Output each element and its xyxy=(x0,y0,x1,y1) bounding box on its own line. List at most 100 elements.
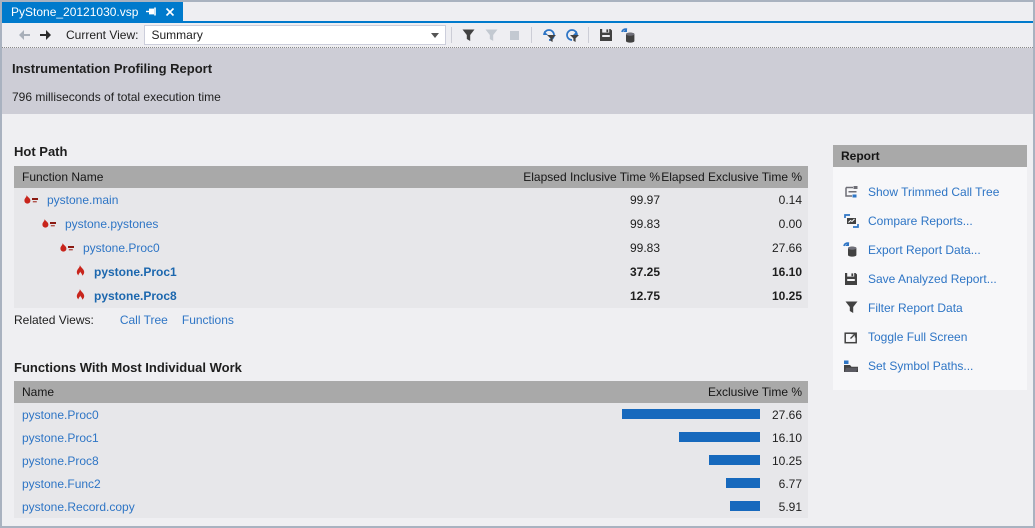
exclusive-time-value: 10.25 xyxy=(771,453,802,468)
table-row: pystone.main 99.97 0.14 xyxy=(14,188,808,212)
column-inclusive-time: Elapsed Inclusive Time % xyxy=(523,170,660,184)
inclusive-time-value: 99.83 xyxy=(629,241,660,255)
exclusive-time-bar xyxy=(622,409,760,419)
hot-path-table-header: Function Name Elapsed Inclusive Time % E… xyxy=(14,166,808,188)
exclusive-time-bar xyxy=(709,455,760,465)
apply-filter-icon[interactable] xyxy=(560,24,583,46)
function-link[interactable]: pystone.Func2 xyxy=(22,476,101,491)
function-link[interactable]: pystone.Proc0 xyxy=(22,407,99,422)
close-icon[interactable] xyxy=(165,7,175,17)
save-report-icon[interactable] xyxy=(594,24,617,46)
hot-path-table: Function Name Elapsed Inclusive Time % E… xyxy=(14,166,808,308)
stop-disabled-icon xyxy=(503,24,526,46)
exclusive-time-value: 0.00 xyxy=(778,217,802,231)
exclusive-time-value: 16.10 xyxy=(771,430,802,445)
report-action-save-analyzed-report[interactable]: Save Analyzed Report... xyxy=(833,264,1027,293)
filter-disabled-icon xyxy=(480,24,503,46)
exclusive-time-value: 10.25 xyxy=(771,289,802,303)
filter-icon[interactable] xyxy=(457,24,480,46)
individual-work-table-header: Name Exclusive Time % xyxy=(14,381,808,403)
tab-pystone-report[interactable]: PyStone_20121030.vsp xyxy=(2,2,184,21)
inclusive-time-value: 37.25 xyxy=(629,265,660,279)
inclusive-time-value: 99.97 xyxy=(629,193,660,207)
report-action-label: Filter Report Data xyxy=(868,300,963,315)
export-data-icon[interactable] xyxy=(617,24,640,46)
report-action-export-report-data[interactable]: Export Report Data... xyxy=(833,235,1027,264)
exclusive-time-value: 27.66 xyxy=(771,407,802,422)
function-link[interactable]: pystone.Proc8 xyxy=(94,289,177,303)
report-action-label: Set Symbol Paths... xyxy=(868,358,974,373)
function-link[interactable]: pystone.main xyxy=(47,193,119,207)
back-arrow-icon xyxy=(14,25,34,45)
report-toolbar: Current View: Summary xyxy=(2,23,1033,48)
save-report-icon xyxy=(843,271,859,287)
related-views-label: Related Views: xyxy=(14,313,94,327)
report-action-label: Save Analyzed Report... xyxy=(868,271,997,286)
toolbar-separator xyxy=(531,27,533,43)
report-action-set-symbol-paths[interactable]: Set Symbol Paths... xyxy=(833,351,1027,380)
reapply-filter-icon[interactable] xyxy=(537,24,560,46)
column-exclusive-time: Elapsed Exclusive Time % xyxy=(661,170,802,184)
table-row: pystone.pystones 99.83 0.00 xyxy=(14,212,808,236)
inclusive-time-value: 12.75 xyxy=(629,289,660,303)
current-view-label: Current View: xyxy=(66,28,139,42)
table-row: pystone.Proc0 99.83 27.66 xyxy=(14,236,808,260)
function-link[interactable]: pystone.Proc0 xyxy=(83,241,160,255)
table-row: pystone.Proc8 10.25 xyxy=(14,449,808,472)
table-row: pystone.Proc8 12.75 10.25 xyxy=(14,284,808,308)
column-name: Name xyxy=(22,385,55,399)
forward-arrow-icon[interactable] xyxy=(36,25,56,45)
report-action-label: Toggle Full Screen xyxy=(868,329,968,344)
chevron-down-icon xyxy=(431,32,440,38)
report-header: Instrumentation Profiling Report 796 mil… xyxy=(2,48,1033,114)
report-panel: Report Show Trimmed Call Tree xyxy=(833,145,1027,390)
hot-path-flame-icon xyxy=(22,194,39,207)
exclusive-time-value: 27.66 xyxy=(771,241,802,255)
flame-icon xyxy=(74,265,86,279)
report-action-label: Show Trimmed Call Tree xyxy=(868,184,1000,199)
toolbar-separator xyxy=(451,27,453,43)
inclusive-time-value: 99.83 xyxy=(629,217,660,231)
exclusive-time-value: 0.14 xyxy=(778,193,802,207)
report-action-label: Export Report Data... xyxy=(868,242,981,257)
current-view-value: Summary xyxy=(151,28,203,42)
toolbar-separator xyxy=(588,27,590,43)
report-action-toggle-full-screen[interactable]: Toggle Full Screen xyxy=(833,322,1027,351)
function-link[interactable]: pystone.Proc8 xyxy=(22,453,99,468)
report-action-show-trimmed-call-tree[interactable]: Show Trimmed Call Tree xyxy=(833,177,1027,206)
individual-work-table: Name Exclusive Time % pystone.Proc0 27.6… xyxy=(14,381,808,518)
related-view-functions-link[interactable]: Functions xyxy=(181,313,234,327)
exclusive-time-bar xyxy=(679,432,760,442)
table-row: pystone.Record.copy 5.91 xyxy=(14,495,808,518)
exclusive-time-value: 16.10 xyxy=(771,265,802,279)
trimmed-call-tree-icon xyxy=(843,184,859,200)
individual-work-title: Functions With Most Individual Work xyxy=(14,360,242,375)
report-action-compare-reports[interactable]: Compare Reports... xyxy=(833,206,1027,235)
related-view-call-tree-link[interactable]: Call Tree xyxy=(119,313,168,327)
function-link[interactable]: pystone.Record.copy xyxy=(22,499,135,514)
pin-icon[interactable] xyxy=(146,6,157,17)
table-row: pystone.Proc1 16.10 xyxy=(14,426,808,449)
hot-path-flame-icon xyxy=(58,242,75,255)
column-exclusive-time: Exclusive Time % xyxy=(707,385,802,399)
function-link[interactable]: pystone.pystones xyxy=(65,217,159,231)
report-title: Instrumentation Profiling Report xyxy=(12,61,213,76)
function-link[interactable]: pystone.Proc1 xyxy=(94,265,177,279)
table-row: pystone.Func2 6.77 xyxy=(14,472,808,495)
tab-title: PyStone_20121030.vsp xyxy=(11,4,139,19)
current-view-dropdown[interactable]: Summary xyxy=(144,25,447,45)
exclusive-time-value: 5.91 xyxy=(778,499,802,514)
export-data-icon xyxy=(843,242,859,258)
exclusive-time-bar xyxy=(730,501,760,511)
table-row: pystone.Proc1 37.25 16.10 xyxy=(14,260,808,284)
hot-path-flame-icon xyxy=(40,218,57,231)
filter-icon xyxy=(843,300,859,316)
tab-accent-line xyxy=(2,21,1033,23)
report-action-label: Compare Reports... xyxy=(868,213,973,228)
table-row: pystone.Proc0 27.66 xyxy=(14,403,808,426)
function-link[interactable]: pystone.Proc1 xyxy=(22,430,99,445)
compare-reports-icon xyxy=(843,213,859,229)
exclusive-time-value: 6.77 xyxy=(778,476,802,491)
report-action-filter-report-data[interactable]: Filter Report Data xyxy=(833,293,1027,322)
